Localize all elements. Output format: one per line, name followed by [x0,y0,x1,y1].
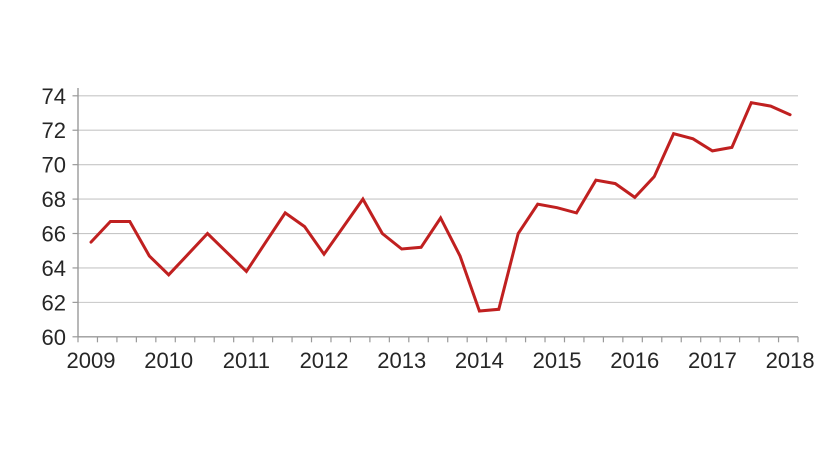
x-tick-label: 2014 [455,348,504,373]
x-tick-label: 2013 [377,348,426,373]
y-tick-label: 60 [42,325,66,350]
x-tick-label: 2011 [223,348,270,373]
y-tick-label: 70 [42,153,66,178]
x-tick-label: 2016 [610,348,659,373]
x-tick-label: 2009 [67,348,116,373]
y-tick-label: 74 [42,84,66,109]
y-tick-label: 66 [42,222,66,247]
x-tick-label: 2010 [144,348,193,373]
y-tick-label: 62 [42,290,66,315]
y-tick-label: 72 [42,118,66,143]
y-tick-label: 64 [42,256,66,281]
x-tick-label: 2012 [300,348,349,373]
x-tick-label: 2015 [533,348,582,373]
y-tick-label: 68 [42,187,66,212]
x-tick-label: 2017 [688,348,737,373]
x-tick-label: 2018 [766,348,815,373]
data-line [89,101,792,313]
